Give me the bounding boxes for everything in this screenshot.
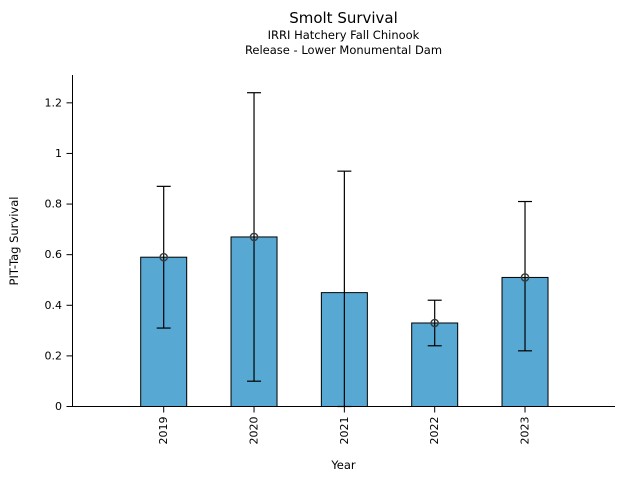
y-tick-label: 1.2 (45, 96, 63, 109)
x-tick-label: 2020 (248, 417, 261, 445)
chart-title: Smolt Survival (289, 9, 398, 27)
point-marker (159, 252, 168, 262)
bar-group-2019: 2019 (140, 185, 188, 445)
y-tick-label: 0.6 (45, 248, 63, 261)
x-tick-label: 2022 (428, 417, 441, 445)
point-marker (430, 318, 439, 328)
chart-subtitle-line2: Release - Lower Monumental Dam (244, 43, 443, 57)
y-tick-label: 0.2 (45, 349, 63, 362)
bar-group-2023: 2023 (501, 200, 549, 445)
x-tick-label: 2019 (157, 417, 170, 445)
x-axis-label: Year (331, 458, 356, 472)
point-marker (249, 232, 259, 242)
x-tick-label: 2023 (519, 417, 532, 445)
point-marker (520, 273, 530, 282)
y-tick-label: 0 (55, 400, 62, 413)
y-tick-label: 0.8 (45, 198, 63, 211)
chart-subtitle-line1: IRRI Hatchery Fall Chinook (267, 28, 420, 42)
x-tick-label: 2021 (338, 417, 351, 445)
bar-group-2021: 2021 (320, 170, 368, 445)
bar-group-2022: 2022 (411, 299, 459, 445)
bar-group-2020: 2020 (230, 92, 278, 445)
y-tick-label: 1 (55, 147, 62, 160)
y-tick-label: 0.4 (45, 299, 63, 312)
